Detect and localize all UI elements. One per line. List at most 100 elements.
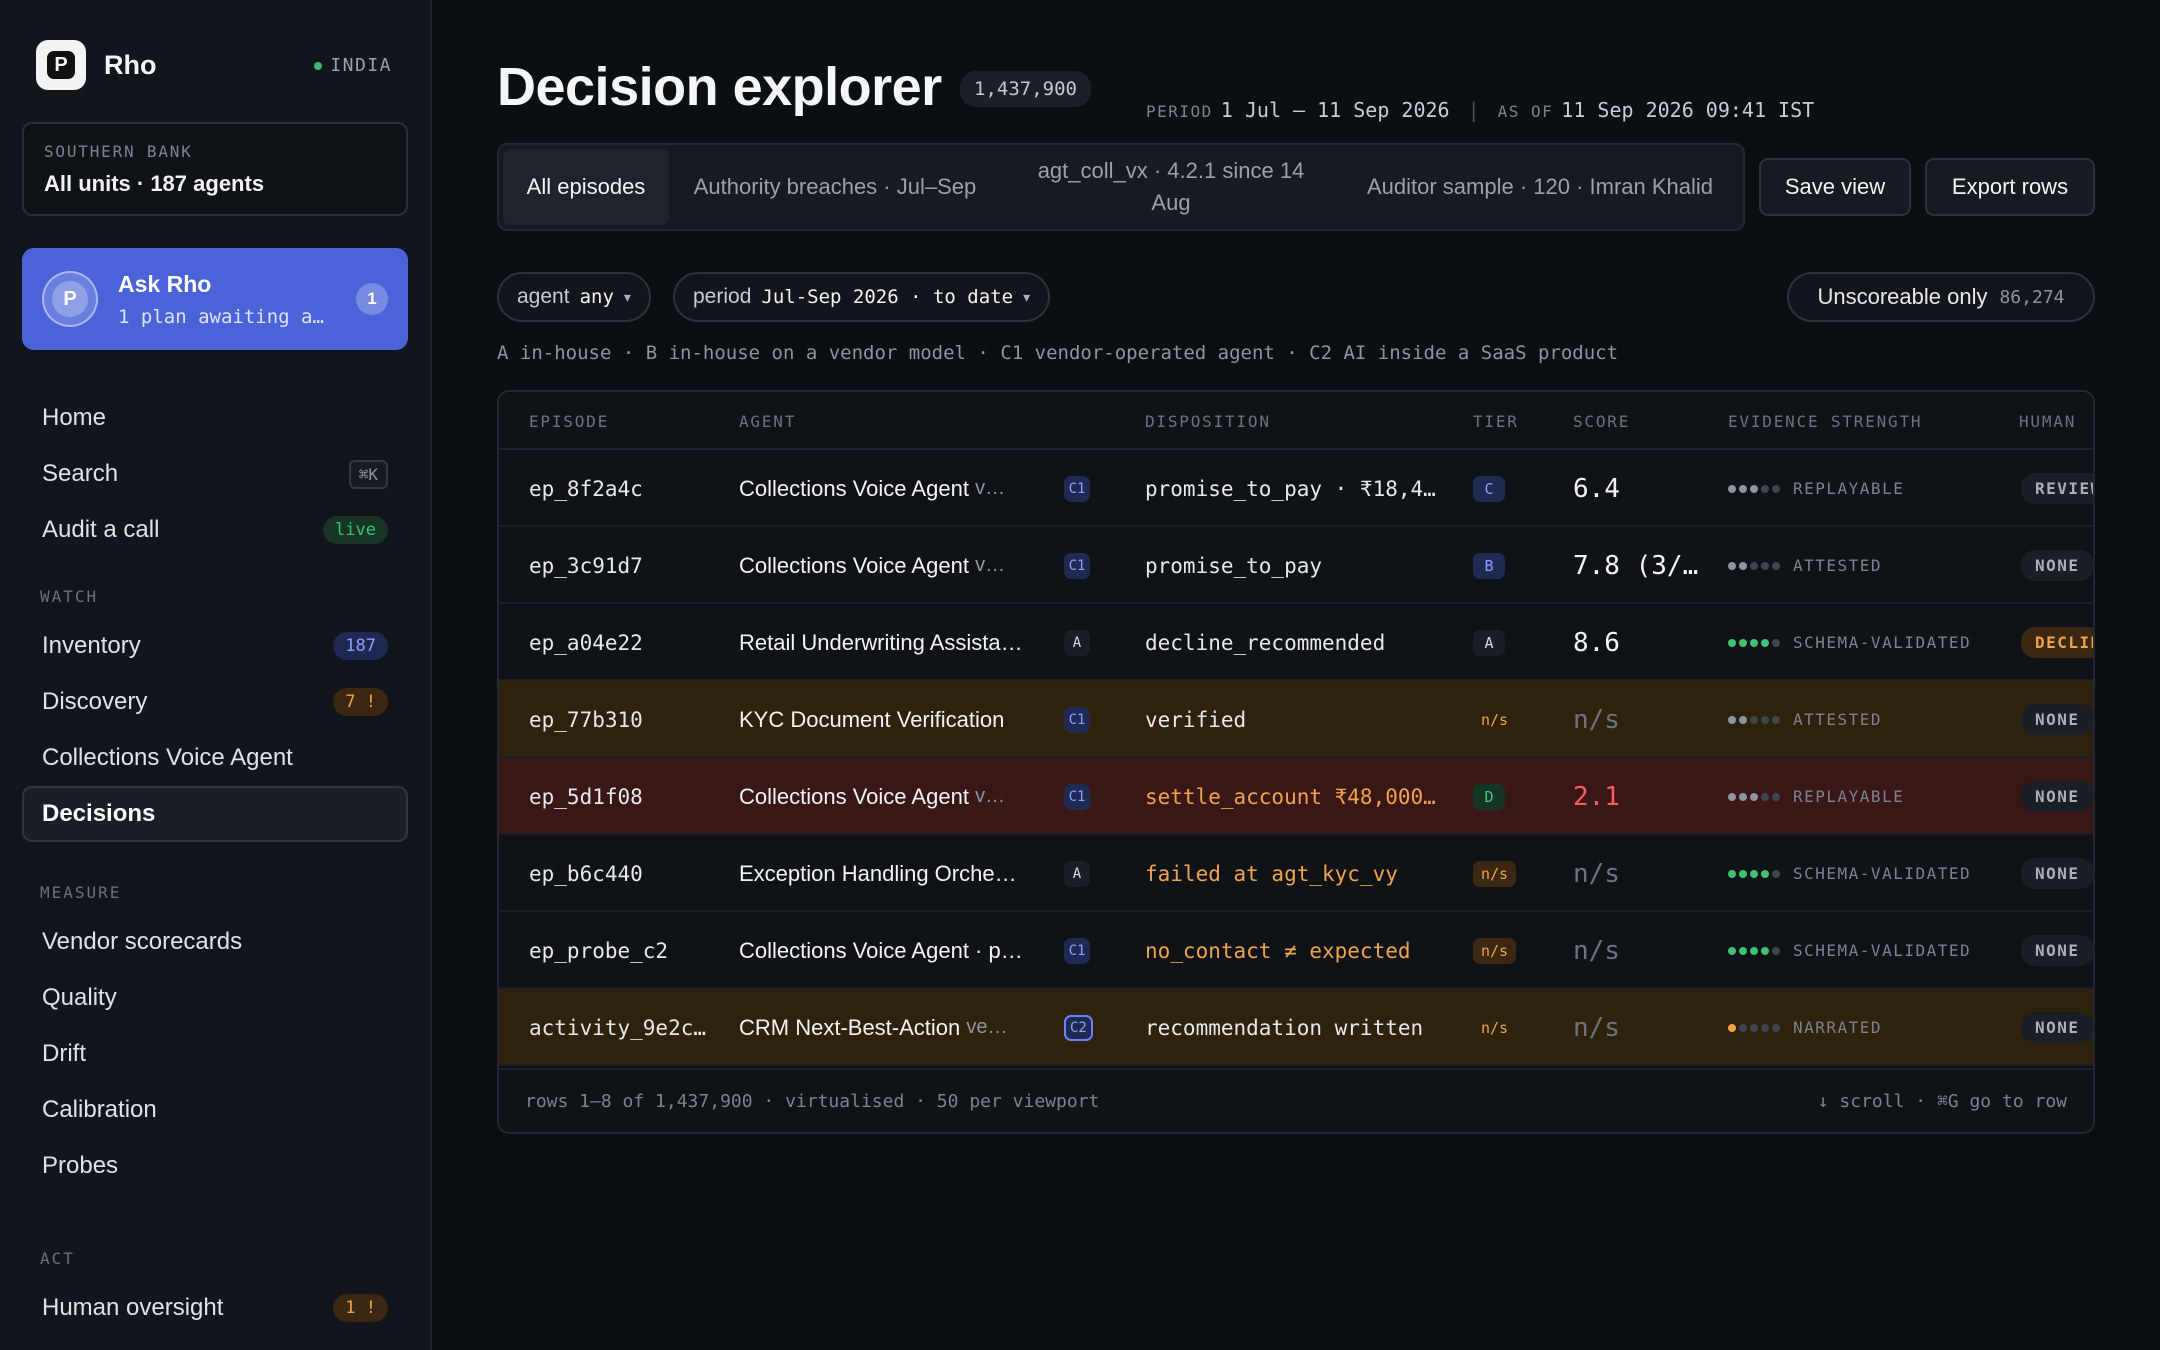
table-row[interactable]: ep_8f2a4c Collections Voice Agent v… C1 pro… — [499, 450, 2093, 527]
unit-selector-label: SOUTHERN BANK — [44, 142, 193, 161]
nav-label: Decisions — [42, 800, 156, 827]
human-badge: NONE — [2021, 935, 2093, 966]
disposition: failed at agt_kyc_vy — [1145, 861, 1398, 886]
decisions-table: EPISODE AGENT DISPOSITION TIER SCORE EVI… — [497, 390, 2095, 1134]
nav-item-human-oversight[interactable]: Human oversight 1 ! — [22, 1280, 408, 1336]
human-cell: NONE — [2021, 527, 2093, 604]
tab-all-episodes[interactable]: All episodes — [503, 149, 669, 225]
table-row[interactable]: activity_9e2c… CRM Next-Best-Action ve… C2… — [499, 989, 2093, 1066]
saved-view-tabs: All episodes Authority breaches · Jul–Se… — [497, 143, 1745, 231]
disposition: recommendation written — [1145, 1015, 1424, 1040]
nav-item-calibration[interactable]: Calibration — [22, 1082, 408, 1138]
col-score[interactable]: SCORE — [1573, 412, 1631, 431]
unscoreable-label: Unscoreable only — [1817, 284, 1988, 309]
tab-agt-coll-vx[interactable]: agt_coll_vx · 4.2.1 since 14 Aug — [1037, 158, 1305, 215]
episode-id[interactable]: ep_a04e22 — [529, 630, 643, 655]
evidence-strength: ATTESTED — [1728, 527, 2008, 604]
evidence-label: REPLAYABLE — [1793, 787, 1905, 806]
episode-count-badge: 1,437,900 — [960, 71, 1091, 107]
evidence-label: ATTESTED — [1793, 556, 1883, 575]
nav-watch: WATCH Inventory 187 Discovery 7 ! Collecti… — [22, 568, 408, 842]
table-row[interactable]: ep_3c91d7 Collections Voice Agent v… C1 pro… — [499, 527, 2093, 604]
agent-name-text: Retail Underwriting Assista… — [739, 629, 1023, 655]
agent-name[interactable]: Exception Handling Orche… — [739, 835, 1045, 912]
evidence-dots-icon — [1728, 715, 1783, 724]
table-row[interactable]: ep_77b310 KYC Document Verification C1 ver… — [499, 681, 2093, 758]
nav-item-decisions[interactable]: Decisions — [22, 786, 408, 842]
brand-name: Rho — [104, 49, 157, 80]
nav-item-vendor-scorecards[interactable]: Vendor scorecards — [22, 914, 408, 970]
filter-value: Jul-Sep 2026 · to date — [761, 286, 1014, 308]
agent-class-badge: C1 — [1064, 476, 1090, 502]
nav-item-home[interactable]: Home — [22, 390, 408, 446]
col-evidence[interactable]: EVIDENCE STRENGTH — [1728, 412, 1923, 431]
agent-name-text: Collections Voice Agent — [739, 475, 969, 501]
agent-version: v… — [975, 477, 1006, 499]
agent-name[interactable]: Collections Voice Agent v… — [739, 450, 1045, 527]
col-episode[interactable]: EPISODE — [529, 412, 610, 431]
human-badge: NONE — [2021, 1012, 2093, 1043]
status-dot-icon — [314, 61, 323, 70]
col-agent[interactable]: AGENT — [739, 412, 797, 431]
unit-selector-value: All units · 187 agents — [44, 171, 265, 196]
agent-filter[interactable]: agent any ▾ — [497, 272, 651, 322]
nav-item-search[interactable]: Search ⌘K — [22, 446, 408, 502]
nav-item-drift[interactable]: Drift — [22, 1026, 408, 1082]
rows-info: rows 1–8 of 1,437,900 · virtualised · 50… — [525, 1090, 1100, 1112]
table-row[interactable]: ep_5d1f08 Collections Voice Agent v… C1 set… — [499, 758, 2093, 835]
col-disposition[interactable]: DISPOSITION — [1145, 412, 1271, 431]
ask-rho-button[interactable]: P Ask Rho 1 plan awaiting a… 1 — [22, 248, 408, 350]
agent-name[interactable]: Collections Voice Agent · p… — [739, 912, 1045, 989]
episode-id[interactable]: ep_8f2a4c — [529, 476, 643, 501]
brand[interactable]: P Rho — [36, 40, 156, 90]
episode-id[interactable]: activity_9e2c… — [529, 1015, 707, 1040]
period-filter[interactable]: period Jul-Sep 2026 · to date ▾ — [673, 272, 1051, 322]
episode-id[interactable]: ep_b6c440 — [529, 861, 643, 886]
episode-id[interactable]: ep_3c91d7 — [529, 553, 643, 578]
human-cell: NONE — [2021, 989, 2093, 1066]
tier-badge: n/s — [1481, 1019, 1509, 1037]
export-rows-button[interactable]: Export rows — [1925, 158, 2095, 216]
episode-id[interactable]: ep_probe_c2 — [529, 938, 669, 963]
nav-item-inventory[interactable]: Inventory 187 — [22, 618, 408, 674]
tab-authority-breaches[interactable]: Authority breaches · Jul–Sep — [693, 174, 977, 199]
nav-item-audit-call[interactable]: Audit a call live — [22, 502, 408, 558]
nav-label: Collections Voice Agent — [42, 744, 293, 771]
agent-name[interactable]: Retail Underwriting Assista… — [739, 604, 1045, 681]
episode-id[interactable]: ep_77b310 — [529, 707, 643, 732]
agent-name[interactable]: KYC Document Verification — [739, 681, 1045, 758]
agent-class-badge: C1 — [1064, 553, 1090, 579]
region-label: INDIA — [330, 55, 392, 76]
nav-item-collections-voice-agent[interactable]: Collections Voice Agent — [22, 730, 408, 786]
agent-name-text: Collections Voice Agent · p… — [739, 937, 1023, 963]
evidence-dots-icon — [1728, 484, 1783, 493]
evidence-dots-icon — [1728, 792, 1783, 801]
tier-badge: n/s — [1473, 861, 1517, 887]
agent-name[interactable]: CRM Next-Best-Action ve… — [739, 989, 1045, 1066]
col-tier[interactable]: TIER — [1473, 412, 1519, 431]
human-badge: DECLINED — [2021, 627, 2093, 658]
col-human[interactable]: HUMAN — [2019, 412, 2077, 431]
chevron-down-icon: ▾ — [1023, 288, 1031, 305]
agent-name[interactable]: Collections Voice Agent v… — [739, 758, 1045, 835]
class-legend: A in-house · B in-house on a vendor mode… — [497, 342, 1619, 364]
unscoreable-toggle[interactable]: Unscoreable only 86,274 — [1787, 272, 2095, 322]
nav-item-probes[interactable]: Probes — [22, 1138, 408, 1194]
nav-label: Discovery — [42, 688, 148, 715]
evidence-strength: SCHEMA-VALIDATED — [1728, 912, 2008, 989]
nav-item-discovery[interactable]: Discovery 7 ! — [22, 674, 408, 730]
tab-auditor-sample[interactable]: Auditor sample · 120 · Imran Khalid — [1366, 174, 1714, 199]
agent-name[interactable]: Collections Voice Agent v… — [739, 527, 1045, 604]
save-view-button[interactable]: Save view — [1759, 158, 1911, 216]
evidence-label: NARRATED — [1793, 1018, 1883, 1037]
nav-item-quality[interactable]: Quality — [22, 970, 408, 1026]
episode-id[interactable]: ep_5d1f08 — [529, 784, 643, 809]
nav-label: Calibration — [42, 1096, 157, 1123]
score-value: n/s — [1573, 704, 1620, 735]
evidence-dots-icon — [1728, 946, 1783, 955]
unit-selector[interactable]: SOUTHERN BANK All units · 187 agents — [22, 122, 408, 216]
table-row[interactable]: ep_probe_c2 Collections Voice Agent · p… … — [499, 912, 2093, 989]
table-footer: rows 1–8 of 1,437,900 · virtualised · 50… — [499, 1068, 2093, 1132]
